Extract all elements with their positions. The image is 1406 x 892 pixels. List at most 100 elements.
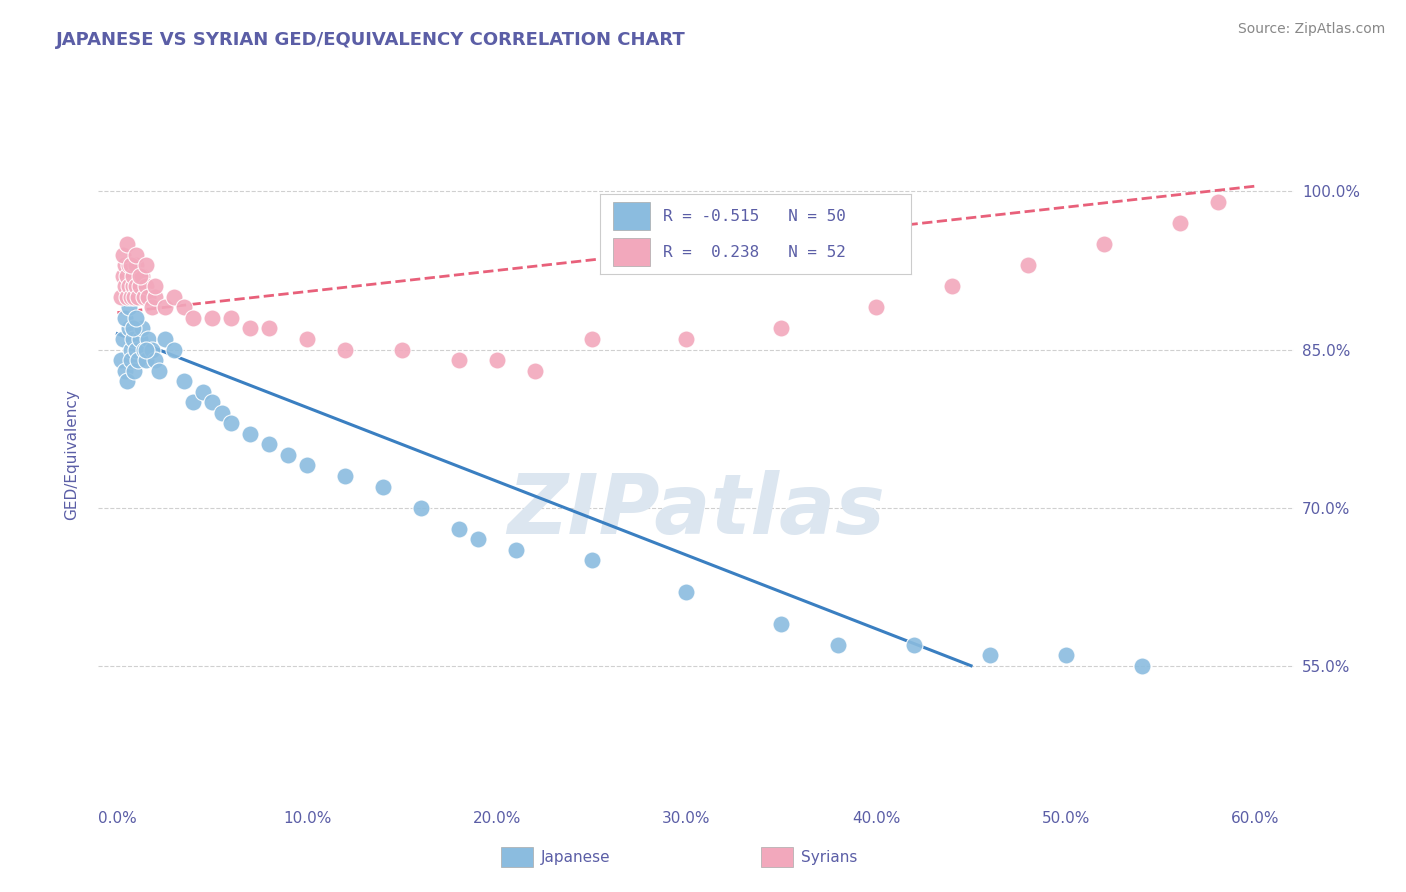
Point xyxy=(135,258,157,272)
Point xyxy=(447,353,470,368)
Point xyxy=(118,258,141,272)
FancyBboxPatch shape xyxy=(613,238,650,266)
Point xyxy=(1130,658,1153,673)
Point xyxy=(143,353,166,368)
Point xyxy=(115,268,138,283)
Point xyxy=(125,247,148,261)
Point xyxy=(770,616,793,631)
Point xyxy=(141,301,163,315)
Point xyxy=(129,332,152,346)
Point xyxy=(132,290,155,304)
Point xyxy=(114,363,136,377)
Point xyxy=(121,332,143,346)
Point xyxy=(1017,258,1039,272)
Point xyxy=(136,290,159,304)
Point xyxy=(110,353,132,368)
Point xyxy=(120,258,142,272)
Point xyxy=(127,353,149,368)
Point xyxy=(505,542,527,557)
FancyBboxPatch shape xyxy=(501,847,533,867)
Point xyxy=(153,332,176,346)
Point xyxy=(1054,648,1077,663)
Point xyxy=(118,301,141,315)
Point xyxy=(143,279,166,293)
Point xyxy=(675,585,697,599)
Text: ZIPatlas: ZIPatlas xyxy=(508,470,884,551)
Point xyxy=(979,648,1001,663)
Point xyxy=(114,258,136,272)
Point xyxy=(827,638,849,652)
Point xyxy=(115,237,138,252)
Point xyxy=(865,301,887,315)
Point xyxy=(201,395,224,409)
Point xyxy=(163,343,186,357)
Point xyxy=(120,343,142,357)
Point xyxy=(114,310,136,325)
Point xyxy=(770,321,793,335)
Point xyxy=(125,279,148,293)
Point xyxy=(125,258,148,272)
Point xyxy=(409,500,432,515)
Point xyxy=(125,343,148,357)
Point xyxy=(112,268,135,283)
Point xyxy=(141,343,163,357)
Point xyxy=(581,332,603,346)
Point xyxy=(277,448,299,462)
Point xyxy=(120,353,142,368)
Point xyxy=(675,332,697,346)
Point xyxy=(120,290,142,304)
Point xyxy=(467,533,489,547)
Point xyxy=(239,426,262,441)
FancyBboxPatch shape xyxy=(761,847,793,867)
Point xyxy=(131,268,153,283)
Point xyxy=(447,522,470,536)
Text: Syrians: Syrians xyxy=(801,850,858,864)
Y-axis label: GED/Equivalency: GED/Equivalency xyxy=(65,390,79,520)
Point xyxy=(333,343,356,357)
Point xyxy=(239,321,262,335)
Point xyxy=(125,310,148,325)
Text: R = -0.515   N = 50: R = -0.515 N = 50 xyxy=(662,209,845,224)
Point xyxy=(112,332,135,346)
Point xyxy=(371,479,394,493)
Text: R =  0.238   N = 52: R = 0.238 N = 52 xyxy=(662,244,845,260)
Point xyxy=(211,406,233,420)
Point xyxy=(115,374,138,388)
Point xyxy=(115,290,138,304)
Point xyxy=(1092,237,1115,252)
Point xyxy=(173,301,195,315)
Point xyxy=(257,321,280,335)
Point xyxy=(163,290,186,304)
Point xyxy=(135,353,157,368)
Point xyxy=(903,638,925,652)
Point xyxy=(485,353,508,368)
Point xyxy=(523,363,546,377)
Point xyxy=(1206,194,1229,209)
Point xyxy=(118,321,141,335)
Point xyxy=(941,279,963,293)
Point xyxy=(143,290,166,304)
Text: JAPANESE VS SYRIAN GED/EQUIVALENCY CORRELATION CHART: JAPANESE VS SYRIAN GED/EQUIVALENCY CORRE… xyxy=(56,31,686,49)
Point xyxy=(136,332,159,346)
Point xyxy=(135,279,157,293)
Point xyxy=(181,395,204,409)
Point xyxy=(201,310,224,325)
Text: Source: ZipAtlas.com: Source: ZipAtlas.com xyxy=(1237,22,1385,37)
Point xyxy=(333,469,356,483)
Point xyxy=(114,279,136,293)
Point xyxy=(110,290,132,304)
Point xyxy=(1168,216,1191,230)
Point xyxy=(219,310,242,325)
FancyBboxPatch shape xyxy=(613,202,650,230)
Point xyxy=(173,374,195,388)
Point xyxy=(581,553,603,567)
Point xyxy=(127,290,149,304)
Point xyxy=(391,343,413,357)
Point xyxy=(129,279,152,293)
Point xyxy=(124,290,146,304)
Point xyxy=(153,301,176,315)
Point xyxy=(181,310,204,325)
Point xyxy=(118,279,141,293)
Point xyxy=(121,321,143,335)
Point xyxy=(121,268,143,283)
